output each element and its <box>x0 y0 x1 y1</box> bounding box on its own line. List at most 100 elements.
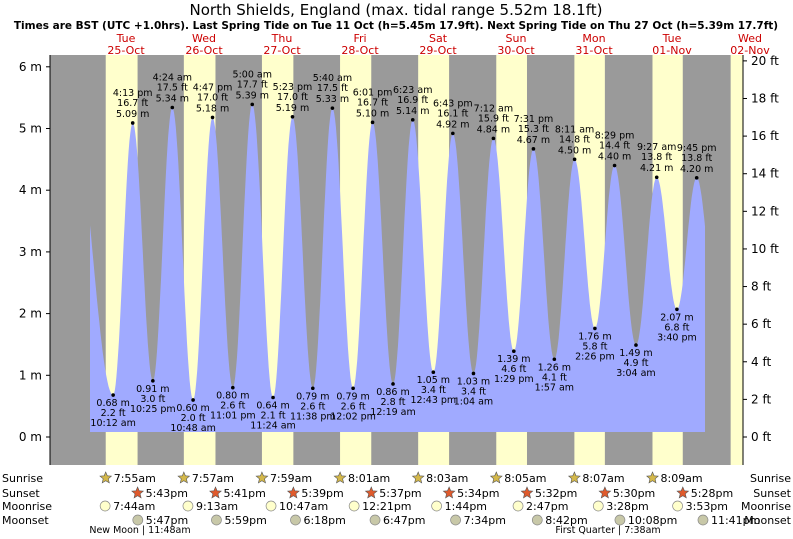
moonset-time: 6:18pm <box>303 514 345 527</box>
tide-m-label: 4.92 m <box>436 119 469 130</box>
tide-ft-label: 15.3 ft <box>518 124 549 135</box>
y-tick-label-left: 1 m <box>19 368 42 382</box>
tide-point <box>431 370 436 375</box>
tide-m-label: 0.64 m <box>256 401 289 412</box>
sunset-icon <box>286 486 300 499</box>
sunrise-time: 7:59am <box>270 472 312 485</box>
sunset-icon <box>676 486 690 499</box>
sunset-time: 5:34pm <box>457 487 499 500</box>
tide-ft-label: 17.5 ft <box>157 83 188 94</box>
sunrise-time: 8:01am <box>348 472 390 485</box>
tide-m-label: 4.40 m <box>598 152 631 163</box>
tide-m-label: 5.39 m <box>236 90 269 101</box>
moonset-time: 8:42pm <box>545 514 587 527</box>
tide-point <box>675 307 679 312</box>
tide-point <box>170 105 175 110</box>
sunrise-icon <box>489 471 503 484</box>
moonrise-time: 3:28pm <box>606 500 648 513</box>
row-label-moonrise: Moonrise <box>741 500 791 513</box>
sunset-icon <box>598 486 612 499</box>
sunrise-time: 8:09am <box>660 472 702 485</box>
day-date-label: 29-Oct <box>419 44 457 57</box>
sunset-icon <box>209 486 222 499</box>
day-date-label: 25-Oct <box>107 44 145 57</box>
sunset-time: 5:41pm <box>223 487 265 500</box>
tide-ft-label: 17.5 ft <box>317 83 348 94</box>
sunset-time: 5:37pm <box>379 487 421 500</box>
moonrise-icon <box>265 500 277 512</box>
moon-phase-label: New Moon | 11:48am <box>89 525 190 536</box>
y-tick-label-right: 2 ft <box>751 392 771 406</box>
tide-time-label: 10:25 pm <box>130 404 176 415</box>
tide-point <box>111 393 115 397</box>
sunset-time: 5:30pm <box>613 487 655 500</box>
tide-time-label: 12:19 am <box>370 407 415 418</box>
moonrise-icon <box>512 500 524 512</box>
tide-point <box>531 147 536 151</box>
tide-time-label: 6:23 am <box>393 85 432 96</box>
moonrise-time: 1:44pm <box>445 500 487 513</box>
tide-m-label: 0.79 m <box>296 391 329 402</box>
moonset-icon <box>369 514 381 526</box>
tide-point <box>391 382 395 386</box>
tide-ft-label: 4.6 ft <box>501 364 526 375</box>
tide-time-label: 9:45 pm <box>677 143 717 154</box>
sunrise-time: 7:55am <box>114 472 156 485</box>
tide-m-label: 4.20 m <box>680 164 713 175</box>
sunrise-time: 8:07am <box>582 472 624 485</box>
tide-m-label: 1.03 m <box>457 376 490 387</box>
tide-time-label: 5:40 am <box>313 73 352 84</box>
day-name-label: Sat <box>429 32 448 45</box>
sunset-time: 5:28pm <box>691 487 733 500</box>
tide-m-label: 1.39 m <box>497 354 530 365</box>
tide-time-label: 11:01 pm <box>210 411 256 422</box>
day-date-label: 30-Oct <box>497 44 535 57</box>
chart-subtitle: Times are BST (UTC +1.0hrs). Last Spring… <box>14 20 778 32</box>
day-date-label: 26-Oct <box>185 44 223 57</box>
tide-ft-label: 17.7 ft <box>237 79 268 90</box>
row-label-moonset: Moonset <box>2 514 49 527</box>
sunrise-icon <box>177 471 191 484</box>
tide-ft-label: 17.0 ft <box>197 92 228 103</box>
row-label-sunset: Sunset <box>753 487 791 500</box>
y-tick-label-left: 2 m <box>19 307 42 321</box>
y-tick-label-right: 8 ft <box>751 280 771 294</box>
tide-m-label: 1.76 m <box>578 331 611 342</box>
day-date-label: 31-Oct <box>575 44 613 57</box>
tide-time-label: 1:29 pm <box>494 374 534 385</box>
sunrise-time: 7:57am <box>192 472 234 485</box>
moonrise-time: 2:47pm <box>526 500 568 513</box>
y-tick-label-left: 0 m <box>19 430 42 444</box>
tide-point <box>250 102 255 107</box>
y-tick-label-left: 5 m <box>19 122 42 136</box>
tide-time-label: 11:38 pm <box>290 411 336 422</box>
tide-ft-label: 3.0 ft <box>140 394 165 405</box>
sunset-time: 5:43pm <box>146 487 188 500</box>
moonset-icon <box>132 514 144 526</box>
sunrise-icon <box>333 471 347 484</box>
sunrise-icon <box>646 471 659 484</box>
tide-time-label: 7:31 pm <box>514 114 554 125</box>
moonrise-time: 12:21pm <box>362 500 411 513</box>
tide-m-label: 5.19 m <box>276 103 309 114</box>
moonset-icon <box>697 514 709 526</box>
tide-ft-label: 13.8 ft <box>681 153 712 164</box>
moonset-icon <box>531 514 543 526</box>
day-name-label: Mon <box>582 32 605 45</box>
sunset-icon <box>131 486 145 499</box>
tide-ft-label: 2.1 ft <box>261 411 286 422</box>
tide-ft-label: 16.7 ft <box>117 98 148 109</box>
tide-m-label: 0.91 m <box>136 384 169 395</box>
tide-point <box>130 121 135 125</box>
y-tick-label-right: 0 ft <box>751 430 771 444</box>
sunrise-time: 8:03am <box>426 472 468 485</box>
overlay: Tue25-OctWed26-OctThu27-OctFri28-OctSat2… <box>2 32 792 536</box>
moon-phase-label: First Quarter | 7:38am <box>555 525 660 536</box>
tide-time-label: 10:12 am <box>90 418 135 429</box>
tide-ft-label: 6.8 ft <box>664 322 689 333</box>
tide-time-label: 8:11 am <box>555 124 594 135</box>
day-date-label: 27-Oct <box>263 44 301 57</box>
moonset-icon <box>450 514 461 526</box>
tide-ft-label: 2.2 ft <box>101 408 126 419</box>
